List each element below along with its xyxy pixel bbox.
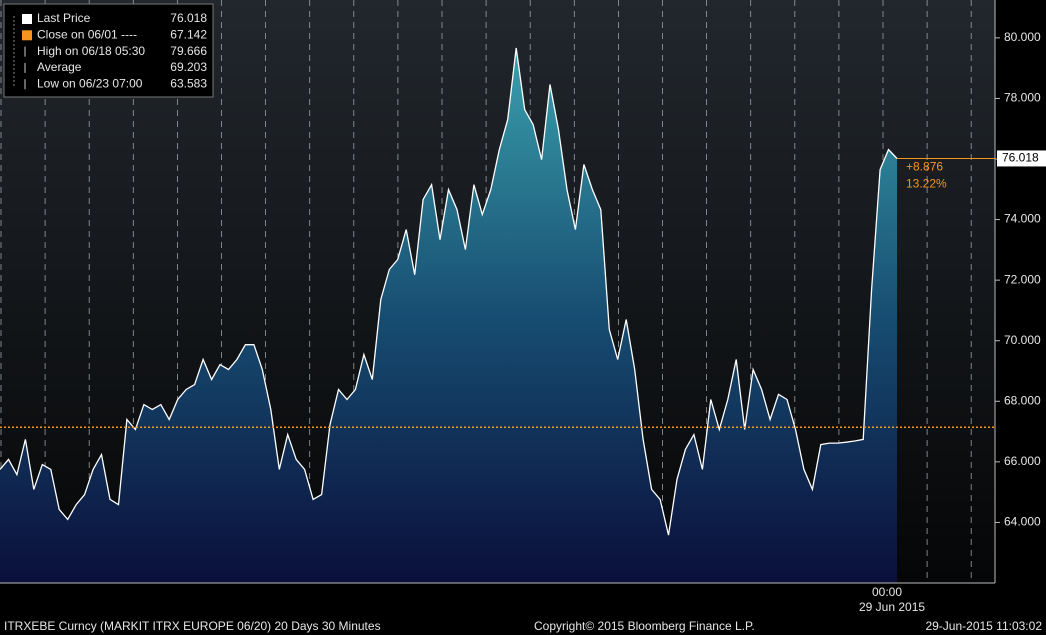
change-pct: 13.22% [906,177,947,191]
y-tick-label: 68.000 [1004,393,1041,407]
legend-label: Last Price [37,11,91,25]
legend-label: Average [37,60,82,74]
legend-value: 76.018 [170,11,207,25]
last-price-label: 76.018 [1002,151,1039,165]
y-tick-label: 72.000 [1004,272,1041,286]
legend-label: High on 06/18 05:30 [37,44,145,58]
price-line [0,47,898,536]
legend-value: 67.142 [170,27,207,41]
y-tick-label: 74.000 [1004,212,1041,226]
change-label: +8.876 [906,160,943,174]
y-tick-label: 64.000 [1004,515,1041,529]
y-tick-label: 70.000 [1004,333,1041,347]
legend-value: 79.666 [170,44,207,58]
footer-center: Copyright© 2015 Bloomberg Finance L.P. [534,619,755,633]
legend-label: Close on 06/01 ---- [37,27,137,41]
footer-right: 29-Jun-2015 11:03:02 [925,619,1042,633]
area [0,48,897,583]
last-price-box [997,150,1046,167]
legend-label: Low on 06/23 07:00 [37,76,143,90]
x-label: 00:00 [872,585,902,599]
legend: Last Price 76.018 Close on 06/01 ---- 67.14… [3,3,214,98]
legend-icon [22,14,32,24]
y-tick-label: 80.000 [1004,30,1041,44]
plot [0,47,995,583]
legend-value: 69.203 [170,60,207,74]
footer-left: ITRXEBE Curncy (MARKIT ITRX EUROPE 06/20… [4,619,381,633]
legend-icon [22,30,32,41]
y-tick-label: 78.000 [1004,91,1041,105]
y-tick-label: 66.000 [1004,454,1041,468]
x-label: 29 Jun 2015 [859,600,925,614]
legend-box [3,3,214,98]
legend-value: 63.583 [170,76,207,90]
